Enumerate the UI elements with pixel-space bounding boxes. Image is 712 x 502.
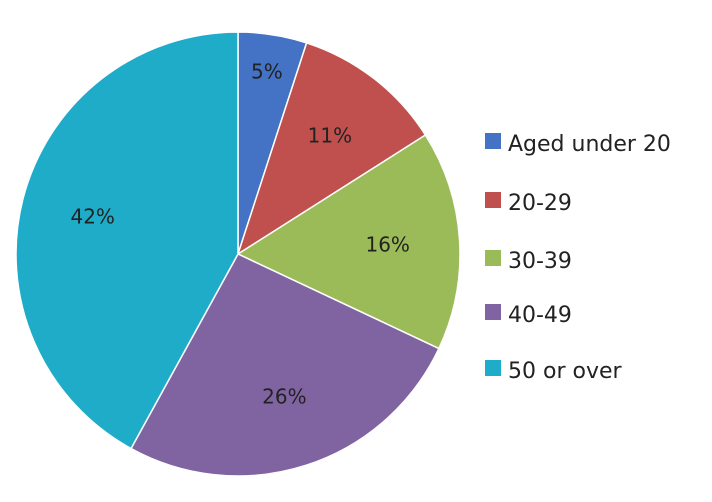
legend-label-40-49: 40-49 [508,303,572,328]
legend: Aged under 20 20-29 30-39 40-49 50 or ov… [485,132,671,384]
legend-item: 50 or over [485,359,623,384]
legend-swatch-30-39 [485,250,501,266]
legend-swatch-20-29 [485,192,501,208]
slice-labels: 5% 11% 16% 26% 42% [70,59,409,408]
pie-slice-50-or-over [15,31,239,450]
legend-label-aged-under-20: Aged under 20 [508,132,671,157]
legend-swatch-50-or-over [485,360,501,376]
data-label-50-or-over: 42% [70,205,114,229]
data-label-20-29: 11% [308,124,352,148]
legend-swatch-40-49 [485,304,501,320]
legend-swatch-aged-under-20 [485,133,501,149]
pie-slice-30-39 [236,134,461,350]
data-label-aged-under-20: 5% [251,59,283,83]
legend-label-50-or-over: 50 or over [508,359,623,384]
data-label-30-39: 16% [365,233,409,257]
pie-slices [15,31,461,477]
data-label-40-49: 26% [262,385,306,409]
pie-slice-20-29 [236,41,427,256]
legend-label-20-29: 20-29 [508,191,572,216]
legend-item: 40-49 [485,303,572,328]
legend-item: 20-29 [485,191,572,216]
legend-item: 30-39 [485,249,572,274]
legend-label-30-39: 30-39 [508,249,572,274]
legend-item: Aged under 20 [485,132,671,157]
